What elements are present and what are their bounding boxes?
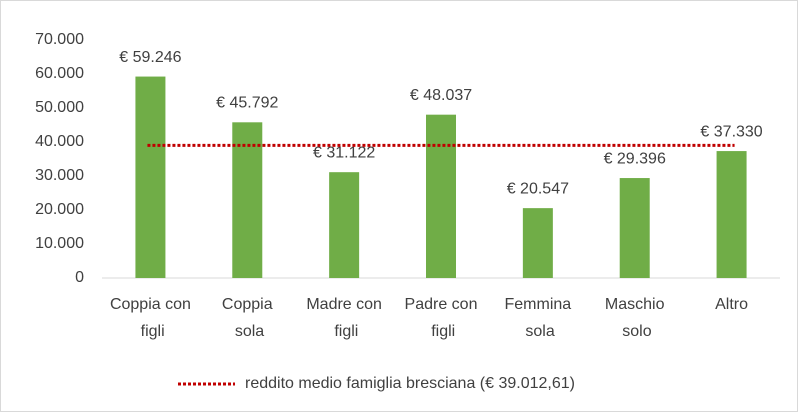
y-tick-label: 60.000 bbox=[35, 65, 84, 82]
data-label: € 31.122 bbox=[313, 144, 375, 161]
y-tick-label: 70.000 bbox=[35, 31, 84, 48]
x-tick-label: Padre con figli bbox=[405, 296, 478, 340]
x-tick-label: Altro bbox=[715, 296, 748, 313]
legend-label: reddito medio famiglia bresciana (€ 39.0… bbox=[245, 375, 575, 392]
y-tick-label: 20.000 bbox=[35, 201, 84, 218]
bar bbox=[522, 208, 553, 278]
x-tick-label: Femmina sola bbox=[505, 296, 572, 340]
x-tick-label: Coppia con figli bbox=[110, 296, 191, 340]
data-label: € 48.037 bbox=[410, 87, 472, 104]
data-label: € 20.547 bbox=[507, 180, 569, 197]
y-tick-label: 0 bbox=[75, 269, 84, 286]
x-tick-label: Maschio solo bbox=[605, 296, 665, 340]
x-tick-label: Madre con figli bbox=[306, 296, 382, 340]
y-tick-label: 10.000 bbox=[35, 235, 84, 252]
data-label: € 29.396 bbox=[604, 150, 666, 167]
y-tick-label: 30.000 bbox=[35, 167, 84, 184]
data-label: € 59.246 bbox=[119, 49, 181, 66]
bar bbox=[426, 114, 456, 279]
bar bbox=[619, 178, 650, 278]
data-label: € 45.792 bbox=[216, 95, 278, 112]
y-tick-label: 50.000 bbox=[35, 99, 84, 116]
bar bbox=[135, 76, 166, 278]
data-label: € 37.330 bbox=[700, 123, 762, 140]
x-tick-label: Coppia sola bbox=[222, 296, 273, 340]
y-tick-label: 40.000 bbox=[35, 133, 84, 150]
bar bbox=[329, 172, 360, 278]
bar bbox=[716, 151, 747, 278]
bar bbox=[232, 122, 263, 279]
